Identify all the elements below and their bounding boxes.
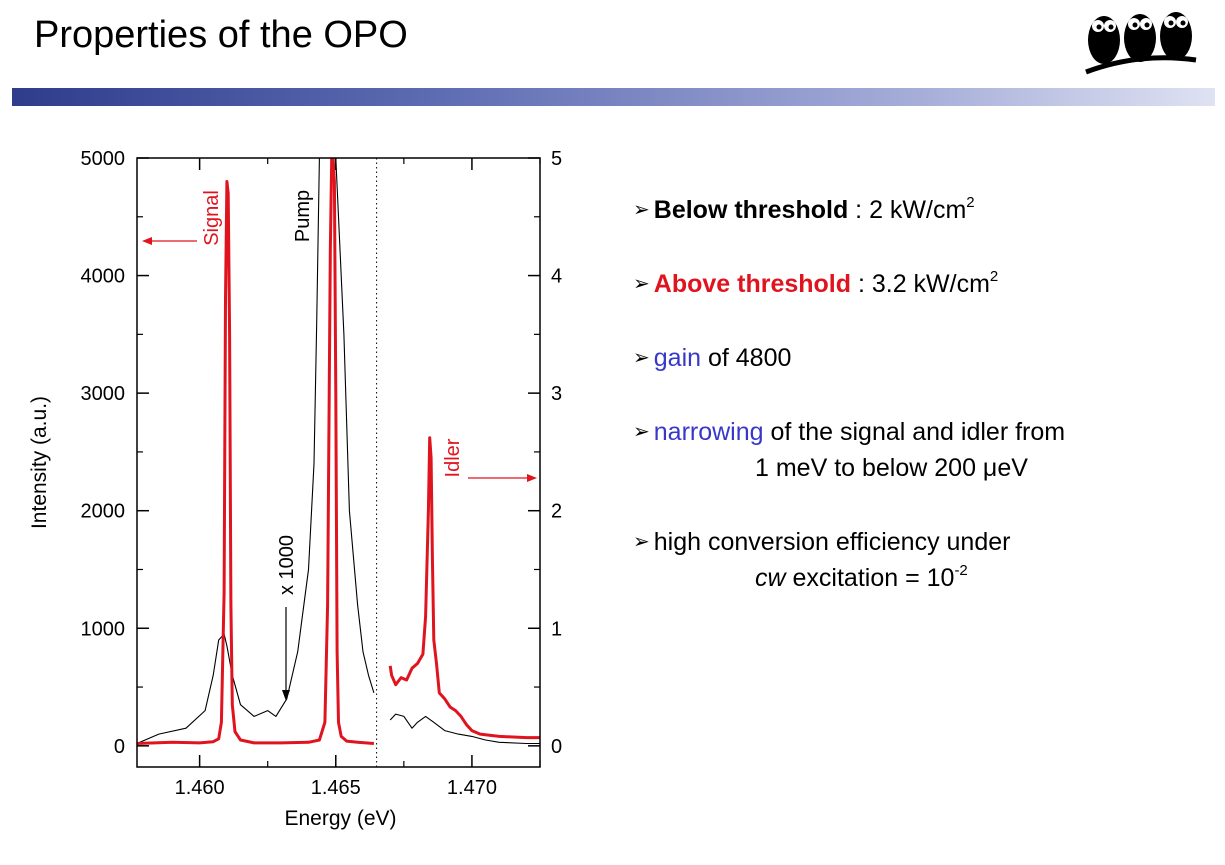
page-title: Properties of the OPO: [34, 14, 408, 56]
signal-line-segment-1: [137, 158, 375, 745]
x-tick-label: 1.460: [175, 777, 225, 799]
idler-label: Idler: [442, 438, 464, 477]
series-layer: [137, 158, 540, 745]
efficiency-sup: -2: [954, 562, 968, 579]
three-owls-logo: [1085, 12, 1197, 75]
pump-line-segment-2: [389, 713, 540, 745]
axes-layer: 1.460 1.465 1.470 0 1000 2000 3000 4000 5000 0 1 2 3…: [28, 148, 562, 830]
bullet-gain: ➢ gain of 4800: [633, 340, 1213, 376]
bullet-conversion-efficiency: ➢ high conversion efficiency under cw exc…: [633, 524, 1213, 596]
y-right-tick-label: 5: [551, 148, 562, 170]
efficiency-value: excitation = 10: [785, 564, 955, 592]
series-clip-group: [137, 158, 540, 745]
scale-label: x 1000: [276, 535, 298, 595]
plot-frame: [136, 157, 541, 768]
gain-value: of 4800: [701, 344, 792, 372]
title-underline-bar: [12, 88, 1215, 106]
above-threshold-value: : 3.2 kW/cm: [851, 270, 990, 298]
signal-label: Signal: [201, 190, 223, 246]
y-right-tick-label: 0: [551, 736, 562, 758]
idler-arrow-head: [527, 474, 537, 482]
annotation-layer: Signal Pump Idler x 1000: [142, 190, 537, 701]
above-threshold-sup: 2: [989, 268, 999, 285]
y-left-tick-label: 4000: [81, 266, 126, 288]
y-right-tick-label: 3: [551, 383, 562, 405]
pump-label: Pump: [292, 190, 314, 242]
narrowing-text: of the signal and idler from: [763, 418, 1066, 446]
bullet-below-threshold: ➢ Below threshold : 2 kW/cm2: [633, 192, 1213, 228]
y-left-tick-label: 1000: [81, 618, 126, 640]
below-threshold-key: Below threshold: [653, 196, 849, 224]
y-left-tick-label: 3000: [81, 383, 126, 405]
bullet-above-threshold: ➢ Above threshold : 3.2 kW/cm2: [633, 266, 1213, 302]
x-tick-label: 1.470: [447, 777, 497, 799]
y-axis-title: Intensity (a.u.): [28, 396, 51, 529]
efficiency-text: high conversion efficiency under: [653, 528, 1011, 556]
narrowing-continuation: 1 meV to below 200 μeV: [755, 454, 1028, 482]
efficiency-continuation: cw excitation = 10-2: [633, 560, 1213, 596]
gain-key: gain: [653, 344, 702, 372]
below-threshold-value: : 2 kW/cm: [848, 196, 967, 224]
x-axis-title: Energy (eV): [284, 807, 396, 830]
arrow-bullet-icon: ➢: [633, 421, 650, 443]
y-left-tick-label: 0: [114, 736, 125, 758]
y-left-tick-label: 2000: [81, 501, 126, 523]
y-right-tick-label: 4: [551, 266, 562, 288]
signal-line-segment-2: [388, 436, 540, 740]
signal-arrow-head: [142, 237, 152, 245]
narrowing-key: narrowing: [653, 418, 764, 446]
y-right-tick-label: 2: [551, 501, 562, 523]
bullet-narrowing: ➢ narrowing of the signal and idler from …: [633, 414, 1213, 486]
y-left-tick-label: 5000: [81, 148, 126, 170]
arrow-bullet-icon: ➢: [633, 347, 650, 369]
efficiency-cw: cw: [755, 564, 786, 592]
below-threshold-sup: 2: [966, 194, 975, 211]
arrow-bullet-icon: ➢: [633, 199, 650, 221]
y-right-tick-label: 1: [551, 618, 562, 640]
properties-list: ➢ Below threshold : 2 kW/cm2 ➢ Above thres…: [633, 192, 1213, 634]
scale-arrow-head: [282, 690, 290, 701]
x-tick-label: 1.465: [311, 777, 361, 799]
arrow-bullet-icon: ➢: [633, 531, 650, 553]
above-threshold-key: Above threshold: [653, 270, 852, 298]
arrow-bullet-icon: ➢: [633, 273, 650, 295]
